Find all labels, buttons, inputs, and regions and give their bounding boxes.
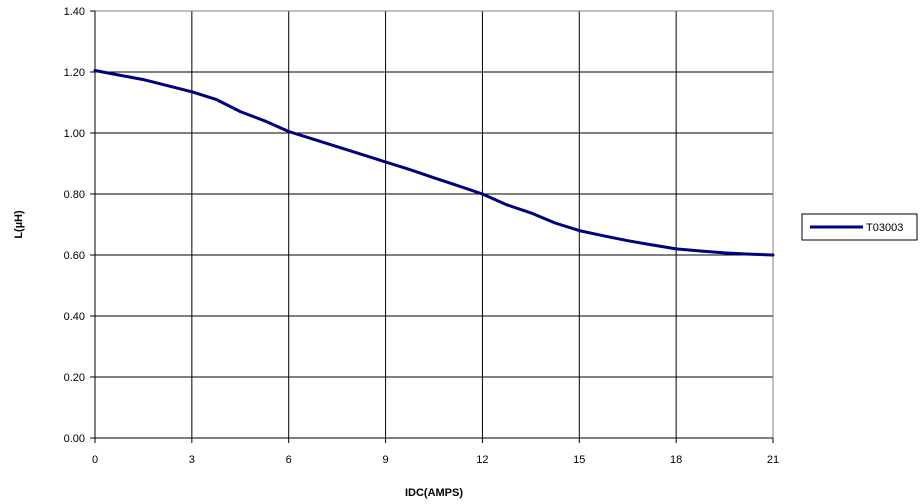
- y-tick-label: 1.40: [64, 6, 85, 18]
- x-tick-label: 21: [767, 454, 779, 466]
- x-tick-label: 15: [573, 454, 585, 466]
- y-tick-label: 0.20: [64, 372, 85, 384]
- y-tick-label: 0.00: [64, 433, 85, 445]
- tick-labels: 0 3 6 9 12 15 18 21 0.00 0.20 0.40 0.60 0.80 1.00 1.20…: [64, 6, 780, 466]
- x-axis-title: IDC(AMPS): [405, 487, 463, 499]
- y-tick-label: 1.20: [64, 67, 85, 79]
- y-axis-title: L(µH): [13, 210, 25, 239]
- x-tick-label: 0: [92, 454, 98, 466]
- y-tick-label: 1.00: [64, 128, 85, 140]
- x-tick-label: 12: [476, 454, 488, 466]
- legend-label-t03003: T03003: [866, 222, 903, 234]
- y-tick-label: 0.40: [64, 311, 85, 323]
- series-line-t03003: [93, 69, 775, 257]
- y-tick-label: 0.60: [64, 250, 85, 262]
- x-tick-label: 6: [286, 454, 292, 466]
- legend: T03003: [801, 213, 918, 241]
- axes: [90, 10, 774, 443]
- y-tick-label: 0.80: [64, 189, 85, 201]
- x-tick-label: 9: [383, 454, 389, 466]
- x-tick-label: 3: [189, 454, 195, 466]
- x-tick-label: 18: [670, 454, 682, 466]
- series-lines: [93, 69, 775, 257]
